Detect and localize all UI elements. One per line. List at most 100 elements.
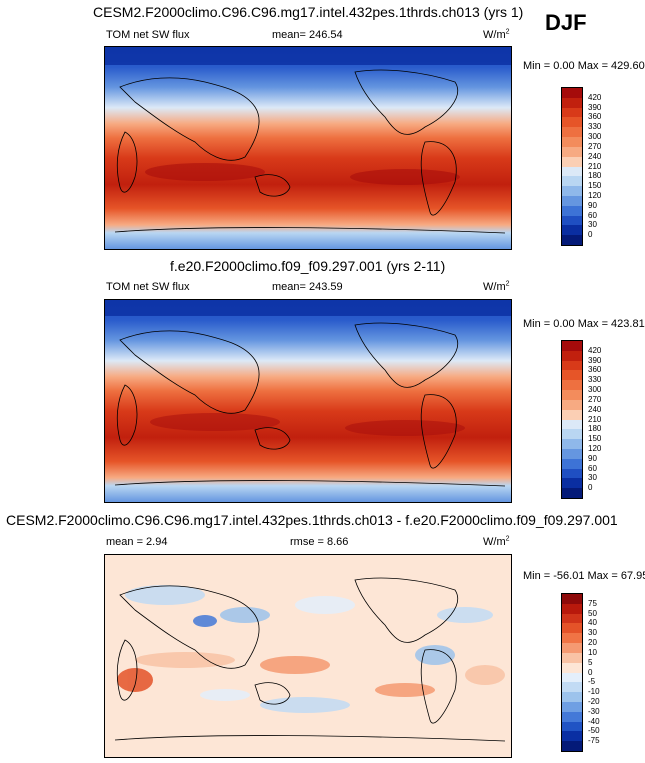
panel1-map-plot bbox=[105, 47, 511, 249]
colorbar-tick-label: 30 bbox=[588, 473, 597, 483]
colorbar-swatch bbox=[562, 137, 582, 148]
colorbar-swatch bbox=[562, 478, 582, 489]
panel3-map-plot bbox=[105, 555, 511, 757]
colorbar-swatch bbox=[562, 741, 582, 752]
colorbar-tick-label: 50 bbox=[588, 608, 597, 618]
panel2-map bbox=[104, 299, 512, 503]
colorbar-swatch bbox=[562, 682, 582, 693]
colorbar-tick-label: 360 bbox=[588, 365, 602, 375]
colorbar-swatch bbox=[562, 117, 582, 128]
colorbar-swatch bbox=[562, 623, 582, 634]
colorbar-swatch bbox=[562, 341, 582, 351]
colorbar-swatch bbox=[562, 107, 582, 118]
colorbar-tick-label: 330 bbox=[588, 122, 602, 132]
colorbar-tick-label: 180 bbox=[588, 171, 602, 181]
colorbar-swatch bbox=[562, 215, 582, 226]
colorbar-tick-label: 60 bbox=[588, 463, 597, 473]
panel2-mean: mean= 243.59 bbox=[272, 281, 343, 293]
panel3-mean: mean = 2.94 bbox=[106, 536, 168, 548]
colorbar-swatch bbox=[562, 643, 582, 654]
colorbar-tick-label: 210 bbox=[588, 161, 602, 171]
panel3-units: W/m2 bbox=[483, 535, 510, 548]
colorbar-swatch bbox=[562, 235, 582, 246]
panel3-colorbar: 75 50 40 30 20 10 5 0 -5 -10 -20 -30 -40 -50 -75 bbox=[561, 593, 600, 752]
colorbar-swatch bbox=[562, 156, 582, 167]
colorbar-swatch bbox=[562, 672, 582, 683]
colorbar-tick-label: 330 bbox=[588, 375, 602, 385]
colorbar-tick-label: 75 bbox=[588, 598, 597, 608]
colorbar-swatch bbox=[562, 652, 582, 663]
panel3-title: CESM2.F2000climo.C96.C96.mg17.intel.432p… bbox=[6, 512, 618, 528]
panel2-title: f.e20.F2000climo.f09_f09.297.001 (yrs 2-… bbox=[170, 258, 446, 274]
colorbar-tick-label: 40 bbox=[588, 618, 597, 628]
colorbar-tick-label: 30 bbox=[588, 628, 597, 638]
panel1-units: W/m2 bbox=[483, 28, 510, 41]
colorbar-tick-label: -50 bbox=[588, 726, 600, 736]
colorbar-swatch bbox=[562, 662, 582, 673]
colorbar-swatch bbox=[562, 146, 582, 157]
panel1-variable: TOM net SW flux bbox=[106, 29, 190, 41]
colorbar-tick-label: 390 bbox=[588, 102, 602, 112]
colorbar-swatch bbox=[562, 370, 582, 381]
colorbar-swatch bbox=[562, 429, 582, 440]
colorbar-swatch bbox=[562, 205, 582, 216]
colorbar-tick-label: 180 bbox=[588, 424, 602, 434]
colorbar-swatch bbox=[562, 409, 582, 420]
colorbar-tick-label: 5 bbox=[588, 657, 593, 667]
colorbar-swatch bbox=[562, 195, 582, 206]
panel2-colorbar: 420 390 360 330 300 270 240 210 180 150 120 90 60 30 0 bbox=[561, 340, 601, 499]
colorbar-tick-label: -40 bbox=[588, 716, 600, 726]
colorbar-tick-label: 240 bbox=[588, 404, 602, 414]
colorbar-tick-label: 360 bbox=[588, 112, 602, 122]
colorbar-swatch bbox=[562, 97, 582, 108]
panel2-variable: TOM net SW flux bbox=[106, 281, 190, 293]
panel2-units: W/m2 bbox=[483, 280, 510, 293]
colorbar-swatch bbox=[562, 633, 582, 644]
colorbar-tick-label: 210 bbox=[588, 414, 602, 424]
colorbar-swatch bbox=[562, 603, 582, 614]
colorbar-tick-label: 30 bbox=[588, 220, 597, 230]
colorbar-swatch bbox=[562, 390, 582, 401]
colorbar-swatch bbox=[562, 711, 582, 722]
colorbar-swatch bbox=[562, 225, 582, 236]
colorbar-tick-label: 150 bbox=[588, 181, 602, 191]
colorbar-tick-label: 0 bbox=[588, 667, 593, 677]
colorbar-tick-label: -75 bbox=[588, 736, 600, 746]
colorbar-swatch bbox=[562, 721, 582, 732]
colorbar-swatch bbox=[562, 419, 582, 430]
colorbar-tick-label: 240 bbox=[588, 151, 602, 161]
colorbar-tick-label: -10 bbox=[588, 687, 600, 697]
colorbar-tick-label: -5 bbox=[588, 677, 596, 687]
colorbar-tick-label: 0 bbox=[588, 230, 593, 240]
colorbar-swatch bbox=[562, 399, 582, 410]
colorbar-swatch bbox=[562, 360, 582, 371]
colorbar-tick-label: -20 bbox=[588, 696, 600, 706]
panel1-minmax: Min = 0.00 Max = 429.60 bbox=[523, 60, 645, 72]
colorbar-tick-label: 390 bbox=[588, 355, 602, 365]
colorbar-tick-label: 420 bbox=[588, 345, 602, 355]
colorbar-swatch bbox=[562, 88, 582, 98]
panel3-minmax: Min = -56.01 Max = 67.95 bbox=[523, 570, 645, 582]
colorbar-tick-label: 300 bbox=[588, 132, 602, 142]
colorbar-swatch bbox=[562, 186, 582, 197]
colorbar-swatch bbox=[562, 380, 582, 391]
colorbar-tick-label: 420 bbox=[588, 92, 602, 102]
colorbar-swatch bbox=[562, 488, 582, 499]
panel1-mean: mean= 246.54 bbox=[272, 29, 343, 41]
colorbar-tick-label: 270 bbox=[588, 394, 602, 404]
colorbar-swatch bbox=[562, 613, 582, 624]
panel1-title: CESM2.F2000climo.C96.C96.mg17.intel.432p… bbox=[93, 4, 524, 20]
colorbar-swatch bbox=[562, 176, 582, 187]
panel2-map-plot bbox=[105, 300, 511, 502]
colorbar-tick-label: 90 bbox=[588, 453, 597, 463]
colorbar-tick-label: 60 bbox=[588, 210, 597, 220]
colorbar-swatch bbox=[562, 166, 582, 177]
colorbar-tick-label: 120 bbox=[588, 190, 602, 200]
colorbar-swatch bbox=[562, 468, 582, 479]
panel3-rmse: rmse = 8.66 bbox=[290, 536, 349, 548]
colorbar-tick-label: 270 bbox=[588, 141, 602, 151]
panel1-map bbox=[104, 46, 512, 250]
panel1-colorbar: 420 390 360 330 300 270 240 210 180 150 120 90 60 30 0 bbox=[561, 87, 601, 246]
colorbar-swatch bbox=[562, 439, 582, 450]
colorbar-swatch bbox=[562, 692, 582, 703]
